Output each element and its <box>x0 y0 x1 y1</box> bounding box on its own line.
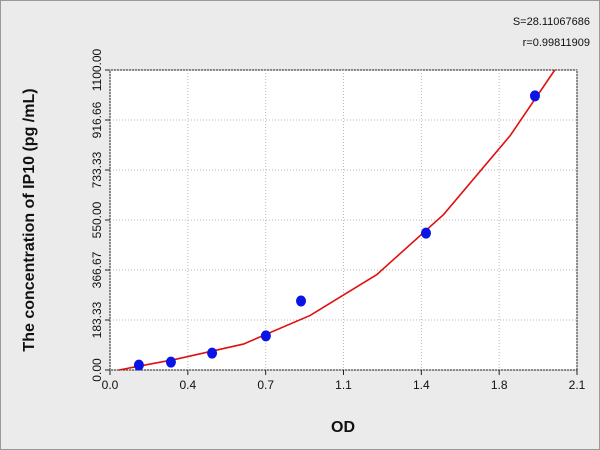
y-tick-label: 733.33 <box>90 151 104 188</box>
x-tick-label: 0.4 <box>179 378 196 392</box>
x-tick-label: 0.0 <box>102 378 119 392</box>
x-tick-label: 1.1 <box>335 378 352 392</box>
x-axis-label: OD <box>331 419 355 436</box>
y-axis-label: The concentration of IP10 (pg /mL) <box>21 88 38 351</box>
x-tick-label: 1.4 <box>413 378 430 392</box>
data-point <box>260 330 271 342</box>
annotation: r=0.99811909 <box>523 37 590 49</box>
y-tick-label: 0.00 <box>90 358 104 382</box>
data-point <box>296 295 307 307</box>
data-point <box>529 90 540 102</box>
y-tick-label: 916.66 <box>90 101 104 138</box>
x-tick-label: 0.7 <box>257 378 274 392</box>
data-point <box>421 227 432 239</box>
y-tick-label: 183.33 <box>90 301 104 338</box>
y-tick-label: 1100.00 <box>90 48 104 91</box>
data-point <box>165 356 176 368</box>
y-tick-label: 550.00 <box>90 201 104 238</box>
x-tick-label: 2.1 <box>569 378 586 392</box>
annotation: S=28.11067686 <box>513 16 590 28</box>
data-point <box>133 359 144 371</box>
data-point <box>207 347 218 359</box>
x-tick-label: 1.8 <box>491 378 508 392</box>
y-tick-label: 366.67 <box>90 251 104 288</box>
fit-curve <box>118 69 556 371</box>
